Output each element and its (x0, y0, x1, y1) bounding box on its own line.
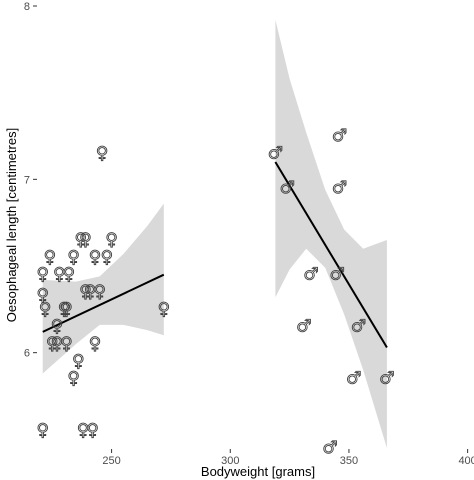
data-points: ♀♀♀♀♀♀♀♀♀♀♀♀♀♀♀♀♀♀♀♀♀♀♀♀♀♀♀♀♀♂♂♂♂♂♂♂♂♂♂♂ (36, 126, 395, 459)
y-tick-label: 8 (24, 1, 30, 13)
male-point: ♂ (346, 369, 361, 389)
y-tick-label: 7 (24, 174, 30, 186)
female-point: ♀ (67, 247, 79, 267)
female-point: ♀ (89, 334, 101, 354)
female-point: ♀ (74, 230, 86, 250)
y-axis-title: Oesophageal length [centimetres] (4, 128, 19, 322)
female-point: ♀ (51, 317, 63, 337)
male-point: ♂ (280, 178, 295, 198)
female-point: ♀ (158, 299, 170, 319)
regression-line (274, 161, 388, 348)
confidence-band (42, 203, 164, 374)
x-axis-title: Bodyweight [grams] (201, 464, 315, 479)
female-point: ♀ (63, 265, 75, 285)
female-point: ♀ (79, 282, 91, 302)
female-point: ♀ (79, 230, 91, 250)
female-point: ♀ (37, 421, 49, 441)
y-tick-label: 6 (24, 348, 30, 360)
female-point: ♀ (46, 334, 58, 354)
female-point: ♀ (51, 334, 63, 354)
regression-lines (42, 161, 388, 348)
female-point: ♀ (86, 421, 98, 441)
x-tick-label: 250 (102, 455, 120, 467)
female-point: ♀ (84, 282, 96, 302)
confidence-band (275, 19, 387, 449)
female-point: ♀ (89, 247, 101, 267)
female-point: ♀ (37, 265, 49, 285)
female-point: ♀ (77, 421, 89, 441)
regression-line (42, 273, 165, 333)
female-point: ♀ (101, 247, 113, 267)
male-point: ♂ (332, 126, 347, 146)
female-point: ♀ (105, 230, 117, 250)
confidence-bands (42, 19, 387, 449)
male-point: ♂ (303, 265, 318, 285)
x-tick-label: 350 (340, 455, 358, 467)
female-point: ♀ (72, 351, 84, 371)
male-point: ♂ (329, 265, 344, 285)
x-axis: 250 300 350 400 (102, 449, 474, 467)
x-tick-label: 300 (221, 455, 239, 467)
female-point: ♀ (96, 143, 108, 163)
male-point: ♂ (322, 438, 337, 458)
y-axis: 6 7 8 (24, 1, 37, 360)
male-point: ♂ (268, 143, 283, 163)
female-point: ♀ (39, 299, 51, 319)
female-point: ♀ (58, 299, 70, 319)
female-point: ♀ (44, 247, 56, 267)
male-point: ♂ (379, 369, 394, 389)
male-point: ♂ (332, 178, 347, 198)
female-point: ♀ (37, 285, 49, 305)
female-point: ♀ (67, 369, 79, 389)
female-point: ♀ (93, 282, 105, 302)
x-tick-label: 400 (458, 455, 474, 467)
female-point: ♀ (60, 299, 72, 319)
male-point: ♂ (351, 317, 366, 337)
female-point: ♀ (53, 265, 65, 285)
female-point: ♀ (60, 334, 72, 354)
male-point: ♂ (296, 317, 311, 337)
